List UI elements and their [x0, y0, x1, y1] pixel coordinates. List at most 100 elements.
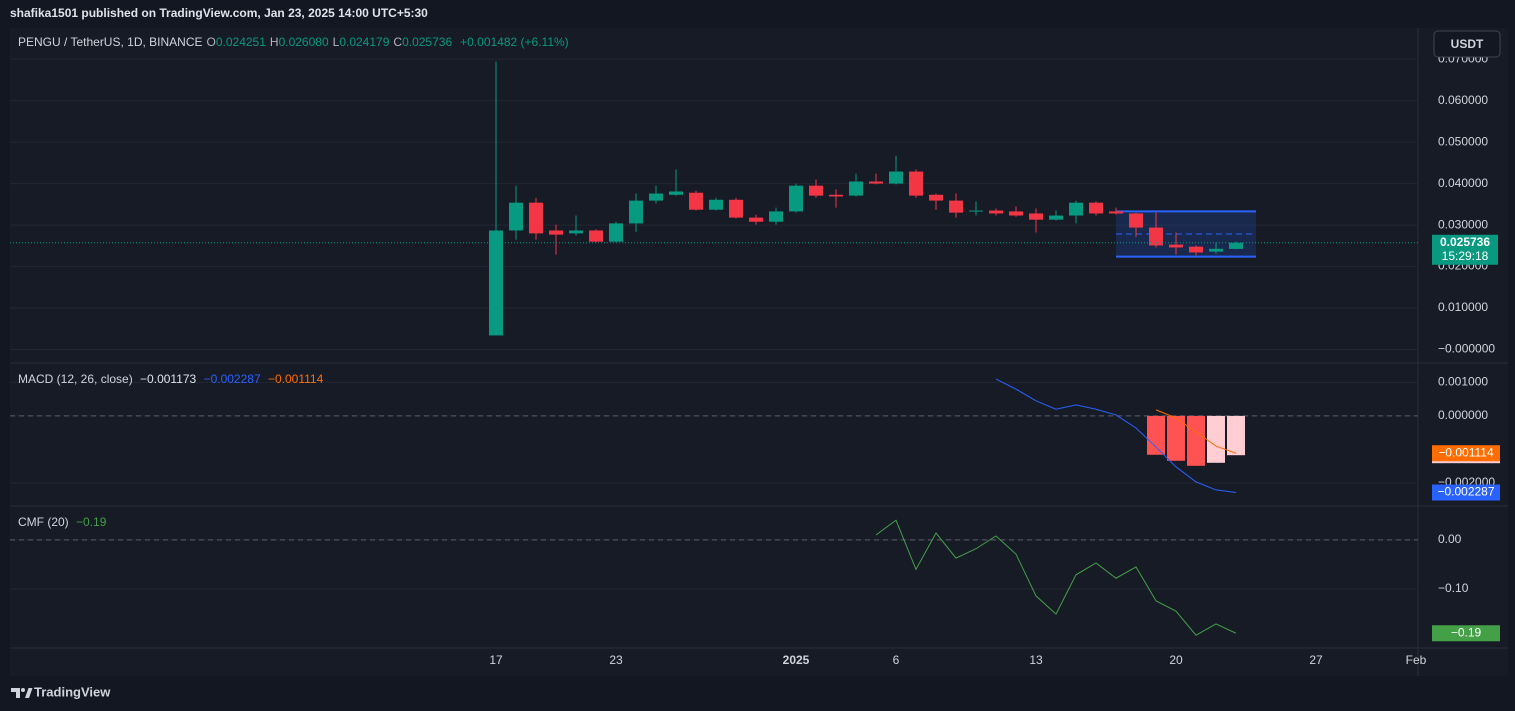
- indicator-line: [1155, 409, 1237, 454]
- candle-body: [549, 230, 563, 235]
- candle-body: [1109, 211, 1123, 214]
- candle-body: [749, 217, 763, 222]
- y-tick-label: −0.000000: [1438, 342, 1495, 356]
- signal-value: −0.001114: [267, 372, 324, 386]
- cmf-legend: CMF (20) −0.19: [18, 515, 110, 529]
- candle-body: [1049, 215, 1063, 220]
- hist-value: −0.001173: [140, 372, 197, 386]
- candle-body: [1069, 202, 1083, 216]
- candle-body: [509, 202, 523, 231]
- y-tick-label: −0.10: [1438, 581, 1469, 595]
- y-tick-label: 0.000000: [1438, 408, 1488, 422]
- candle-body: [829, 194, 843, 197]
- x-tick-label: 2025: [783, 653, 810, 667]
- x-tick-label: 13: [1029, 653, 1043, 667]
- legend-value: 0.025736: [402, 35, 453, 49]
- legend-value: 0.024179: [339, 35, 390, 49]
- y-tick-label: 0.040000: [1438, 176, 1488, 190]
- candle-body: [949, 200, 963, 213]
- candle-body: [489, 230, 503, 336]
- indicator-line: [875, 519, 1237, 636]
- candle-body: [709, 199, 723, 210]
- candle-body: [729, 199, 743, 218]
- candle-body: [909, 171, 923, 196]
- countdown: 15:29:18: [1442, 249, 1489, 263]
- chart-frame: [10, 28, 1508, 676]
- histogram-bar: [1207, 415, 1225, 463]
- histogram-bar: [1147, 415, 1165, 455]
- candle-body: [889, 171, 903, 184]
- legend-key: H: [269, 35, 279, 49]
- axis-value-label: −0.19: [1451, 625, 1482, 639]
- candle-body: [1189, 246, 1203, 253]
- candle-body: [769, 211, 783, 222]
- macd-legend: MACD (12, 26, close) −0.001173 −0.002287…: [18, 372, 327, 386]
- legend-key: L: [332, 35, 340, 49]
- x-tick-label: 20: [1169, 653, 1183, 667]
- x-tick-label: 27: [1309, 653, 1323, 667]
- axis-value-label: −0.002287: [1437, 485, 1494, 499]
- candle-body: [789, 185, 803, 212]
- currency-button[interactable]: [1433, 30, 1501, 58]
- histogram-bar: [1227, 415, 1245, 456]
- legend-value: 0.026080: [278, 35, 329, 49]
- candle-body: [989, 210, 1003, 214]
- x-tick-label: 17: [489, 653, 503, 667]
- candle-body: [1169, 244, 1183, 248]
- symbol: PENGU / TetherUS, 1D, BINANCE: [18, 35, 203, 49]
- x-tick-label: 6: [893, 653, 900, 667]
- price-tag: [1432, 234, 1498, 265]
- axis-value-tag: [1432, 484, 1500, 501]
- candle-body: [1129, 213, 1143, 228]
- candle-body: [849, 181, 863, 196]
- y-tick-label: 0.001000: [1438, 375, 1488, 389]
- legend-key: O: [206, 35, 216, 49]
- macd-value: −0.002287: [203, 372, 261, 386]
- tv-logo: [11, 688, 33, 698]
- candle-body: [569, 230, 583, 234]
- candle-body: [689, 192, 703, 210]
- histogram-bar: [1167, 415, 1185, 461]
- price-label: 0.025736: [1440, 235, 1490, 249]
- axis-value-label: −0.001114: [1438, 445, 1494, 459]
- legend-value: 0.024251: [215, 35, 266, 49]
- candle-body: [929, 194, 943, 201]
- y-tick-label: 0.050000: [1438, 134, 1488, 148]
- candle-body: [529, 202, 543, 234]
- candle-body: [629, 200, 643, 224]
- candle-body: [1029, 213, 1043, 220]
- legend-key: C: [393, 35, 403, 49]
- axis-value-tag: [1432, 625, 1500, 642]
- y-tick-label: 0.010000: [1438, 300, 1488, 314]
- price-legend: PENGU / TetherUS, 1D, BINANCE O0.024251 H0…: [18, 35, 573, 49]
- publisher: shafika1501 published on TradingView.com…: [10, 6, 428, 20]
- x-tick-label: 23: [609, 653, 623, 667]
- cmf-value: −0.19: [76, 515, 107, 529]
- change: +0.001482 (+6.11%): [460, 35, 569, 49]
- candle-body: [969, 210, 983, 212]
- histogram-bar: [1187, 415, 1205, 466]
- candle-body: [1149, 227, 1163, 246]
- y-tick-label: 0.00: [1438, 532, 1462, 546]
- cmf-title: CMF (20): [18, 515, 69, 529]
- candle-body: [1089, 202, 1103, 214]
- candle-body: [1009, 211, 1023, 216]
- candle-body: [609, 223, 623, 242]
- candle-body: [809, 185, 823, 196]
- axis-value-tag: [1432, 445, 1500, 462]
- currency[interactable]: USDT: [1451, 37, 1484, 51]
- ohlc: O0.024251 H0.026080 L0.024179 C0.025736: [207, 35, 457, 49]
- plot-layer: −0.0000000.0100000.0200000.0300000.04000…: [10, 51, 1500, 667]
- candle-body: [1229, 242, 1243, 249]
- indicator-line: [995, 378, 1237, 494]
- y-tick-label: 0.030000: [1438, 217, 1488, 231]
- candle-body: [669, 191, 683, 195]
- brand: TradingView: [34, 684, 111, 699]
- candle-body: [1209, 248, 1223, 252]
- x-tick-label: Feb: [1406, 653, 1427, 667]
- macd-title: MACD (12, 26, close): [18, 372, 133, 386]
- candle-body: [869, 181, 883, 184]
- y-tick-label: 0.060000: [1438, 93, 1488, 107]
